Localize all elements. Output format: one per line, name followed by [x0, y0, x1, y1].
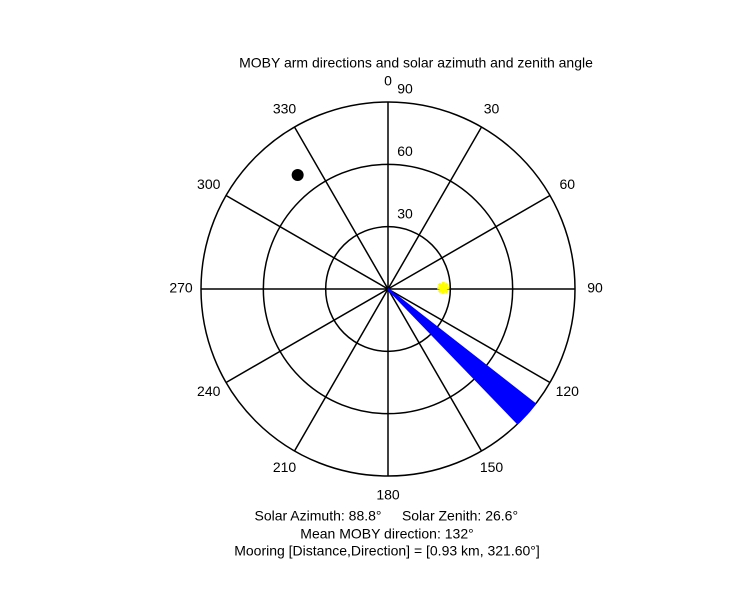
angle-tick-label: 180 — [376, 487, 400, 503]
grid-circle — [200, 101, 576, 477]
r-tick-label: 90 — [397, 81, 413, 97]
spoke — [387, 194, 551, 290]
annotation: Mooring [Distance,Direction] = [0.93 km,… — [234, 543, 540, 559]
sun-marker — [437, 281, 450, 294]
spoke — [225, 194, 389, 290]
r-tick-label: 60 — [397, 143, 413, 159]
grid-circle — [324, 225, 452, 353]
spoke — [225, 288, 389, 384]
angle-tick-label: 0 — [384, 73, 392, 89]
angle-tick-label: 270 — [169, 280, 193, 296]
angle-tick-label: 210 — [273, 459, 297, 475]
arm-line — [387, 288, 519, 425]
angle-tick-label: 120 — [556, 383, 580, 399]
angle-tick-label: 30 — [484, 100, 500, 116]
chart-title: MOBY arm directions and solar azimuth an… — [239, 55, 593, 71]
grid-circle — [262, 163, 514, 415]
spoke — [293, 126, 389, 290]
angle-tick-label: 150 — [480, 459, 504, 475]
annotation: Solar Zenith: 26.6° — [402, 508, 518, 524]
angle-tick-label: 60 — [559, 176, 575, 192]
arm-line — [387, 288, 532, 410]
spoke — [387, 288, 551, 384]
annotation: Solar Azimuth: 88.8° — [255, 508, 382, 524]
arm-line — [387, 288, 524, 420]
arm-line — [387, 288, 536, 405]
angle-tick-label: 90 — [587, 280, 603, 296]
spoke — [293, 288, 389, 452]
angle-tick-label: 300 — [197, 176, 221, 192]
r-tick-label: 30 — [397, 205, 413, 221]
mooring-marker — [291, 169, 304, 182]
spoke — [387, 288, 483, 452]
annotation: Mean MOBY direction: 132° — [300, 526, 473, 542]
angle-tick-label: 240 — [197, 383, 221, 399]
spoke — [387, 126, 483, 290]
sun-stroke — [437, 282, 449, 294]
angle-tick-label: 330 — [273, 100, 297, 116]
arm-line — [387, 288, 528, 415]
